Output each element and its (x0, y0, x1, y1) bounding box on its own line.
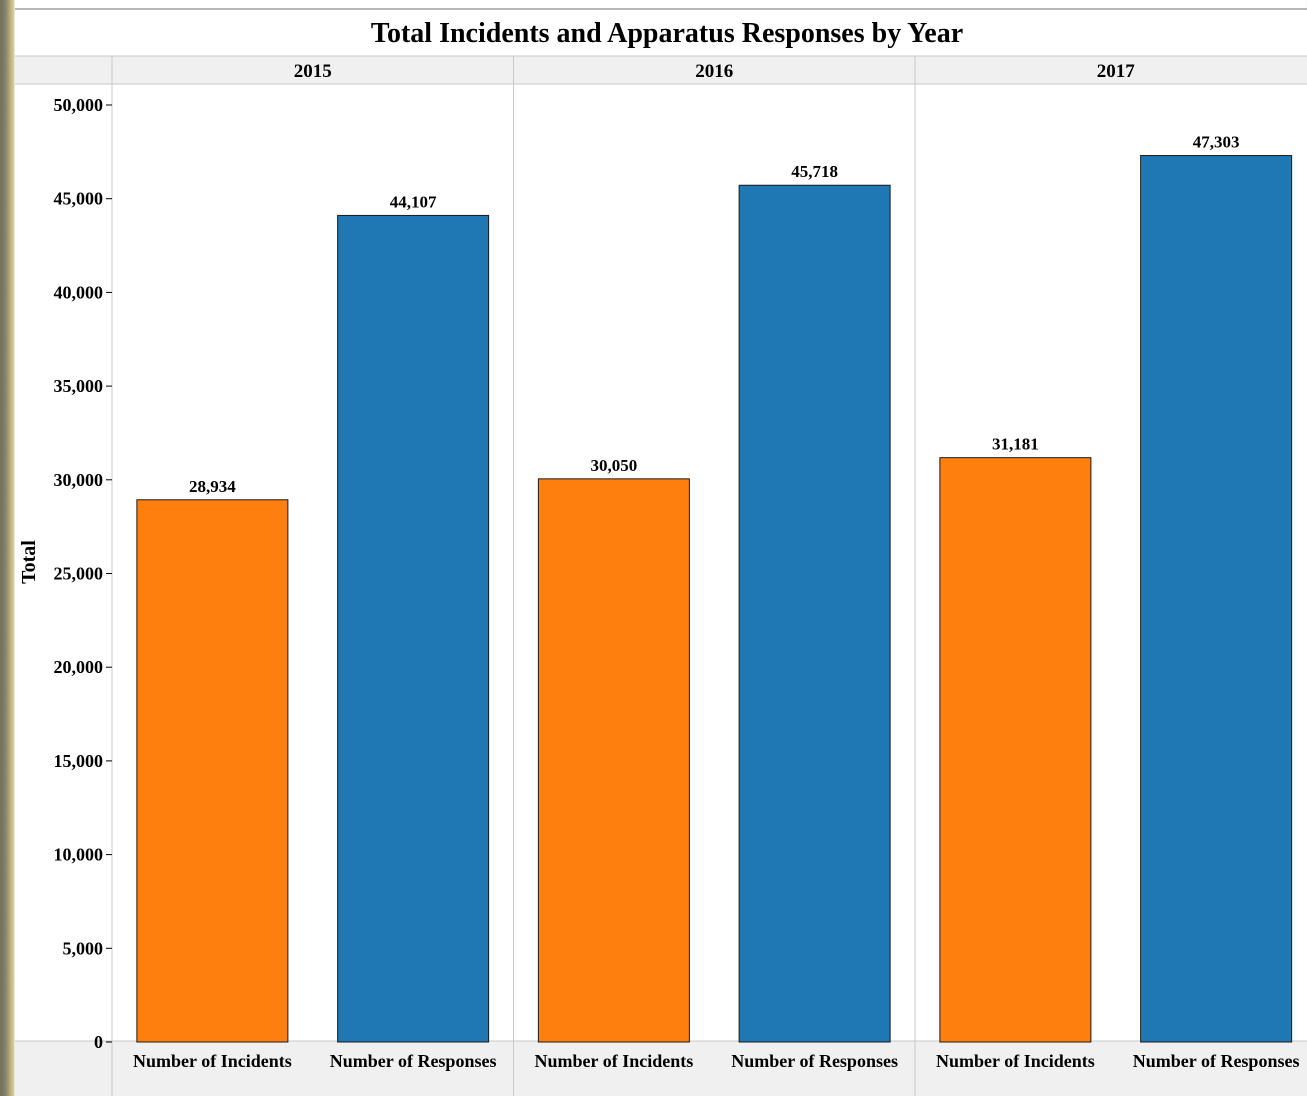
y-tick-label: 50,000 (54, 95, 104, 115)
data-label: 31,181 (992, 435, 1039, 454)
bar-2015-responses (337, 214, 490, 1043)
data-label: 44,107 (390, 192, 437, 211)
data-label: 45,718 (791, 162, 838, 181)
bar-2016-responses (738, 184, 891, 1043)
data-label: 28,934 (189, 477, 236, 496)
year-headers: 2015 2016 2017 (294, 56, 1136, 1096)
y-tick-label: 5,000 (63, 938, 104, 958)
y-tick-label: 25,000 (54, 564, 104, 584)
category-label: Number of Responses (330, 1051, 497, 1071)
y-tick-label: 0 (94, 1032, 103, 1052)
y-tick-label: 15,000 (54, 751, 104, 771)
year-header-band (15, 56, 1307, 84)
data-label: 30,050 (591, 456, 638, 475)
axis-header-band (15, 56, 112, 84)
y-tick-label: 30,000 (54, 470, 104, 490)
data-label: 47,303 (1193, 133, 1240, 152)
chart-frame: Total Incidents and Apparatus Responses … (15, 8, 1307, 1096)
y-tick-label: 45,000 (54, 189, 104, 209)
y-tick-label: 35,000 (54, 376, 104, 396)
bars: 28,934 44,107 30,050 45,718 31,181 47,303 (136, 133, 1293, 1043)
plot-area (112, 84, 1307, 1041)
chart: Total Incidents and Apparatus Responses … (15, 18, 1307, 1096)
y-axis-label: Total (18, 540, 40, 584)
bar-2017-incidents (939, 457, 1092, 1043)
category-labels: Number of Incidents Number of Responses Nu… (133, 1051, 1299, 1071)
y-axis-ticks: 0 5,000 10,000 15,000 20,000 25,000 30,000 35,0… (54, 95, 112, 1052)
category-header-band (15, 1041, 1307, 1096)
category-label: Number of Responses (731, 1051, 898, 1071)
year-header-2015: 2015 (294, 61, 332, 82)
y-tick-label: 20,000 (54, 657, 104, 677)
category-label: Number of Responses (1133, 1051, 1300, 1071)
y-tick-label: 10,000 (54, 845, 104, 865)
chart-title: Total Incidents and Apparatus Responses … (371, 18, 963, 49)
y-tick-label: 40,000 (54, 282, 104, 302)
year-header-2017: 2017 (1097, 61, 1136, 82)
category-label: Number of Incidents (535, 1051, 694, 1071)
year-header-2016: 2016 (695, 61, 733, 82)
category-label: Number of Incidents (133, 1051, 292, 1071)
category-label: Number of Incidents (936, 1051, 1095, 1071)
bar-2016-incidents (537, 478, 690, 1043)
bar-2017-responses (1140, 155, 1293, 1043)
bar-2015-incidents (136, 499, 289, 1043)
